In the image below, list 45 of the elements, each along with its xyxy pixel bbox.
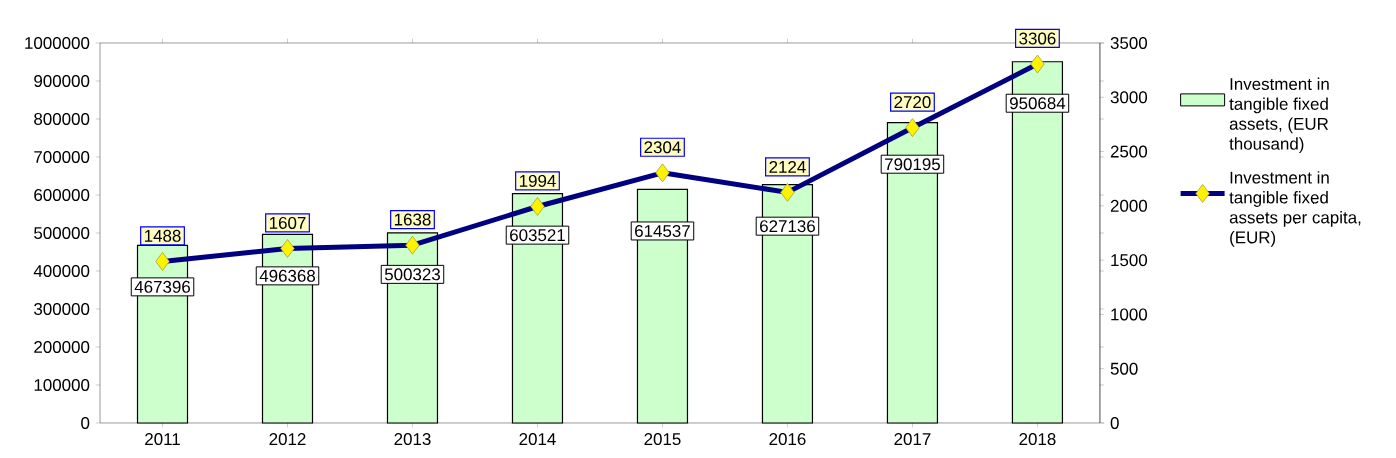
data-label: 1488 <box>144 229 181 242</box>
data-label: 1638 <box>394 213 431 226</box>
data-label: 467396 <box>134 280 191 293</box>
y2-tick-label: 2500 <box>1110 145 1148 158</box>
data-label: 603521 <box>510 229 565 242</box>
data-label: 950684 <box>1009 97 1066 110</box>
data-label: 627136 <box>760 220 815 233</box>
y-tick-label: 300000 <box>34 302 90 315</box>
data-label: 2720 <box>894 96 931 109</box>
y-tick-label: 0 <box>81 416 90 429</box>
data-label: 1607 <box>269 216 306 229</box>
y-tick-label: 1000000 <box>25 36 90 49</box>
y-tick-label: 100000 <box>34 378 90 391</box>
data-label: 500323 <box>384 268 440 281</box>
data-label: 496368 <box>259 269 316 282</box>
y2-tick-label: 3500 <box>1110 36 1148 49</box>
data-label: 3306 <box>1019 32 1056 45</box>
y-tick-label: 500000 <box>34 226 90 239</box>
x-tick-label: 2017 <box>894 433 931 446</box>
y2-tick-label: 1500 <box>1111 254 1148 267</box>
y-tick-label: 900000 <box>34 74 90 87</box>
data-label: 2304 <box>644 141 681 154</box>
y-tick-label: 400000 <box>33 264 90 277</box>
y2-tick-label: 500 <box>1110 362 1138 375</box>
y2-tick-label: 0 <box>1110 416 1119 429</box>
x-tick-label: 2013 <box>394 433 431 446</box>
data-label: 2124 <box>769 160 806 173</box>
y-tick-label: 800000 <box>34 112 90 125</box>
legend-label: Investment in tangible fixed assets, (EUR thousand) <box>1229 77 1329 154</box>
data-label: 790195 <box>885 158 940 171</box>
x-tick-label: 2016 <box>769 433 806 446</box>
y-tick-label: 600000 <box>34 188 90 201</box>
x-tick-label: 2015 <box>644 433 681 446</box>
legend-label: Investment in tangible fixed assets per capita, (EUR) <box>1229 171 1361 247</box>
y-tick-label: 200000 <box>34 340 90 353</box>
data-label: 1994 <box>519 174 556 187</box>
x-tick-label: 2011 <box>145 433 180 446</box>
data-label: 614537 <box>635 224 690 237</box>
y-tick-label: 700000 <box>34 150 90 163</box>
x-tick-label: 2012 <box>269 433 306 446</box>
y2-tick-label: 3000 <box>1110 91 1148 104</box>
y2-tick-label: 2000 <box>1110 199 1148 212</box>
x-tick-label: 2014 <box>519 433 556 446</box>
y2-tick-label: 1000 <box>1111 308 1148 321</box>
x-tick-label: 2018 <box>1019 433 1056 446</box>
